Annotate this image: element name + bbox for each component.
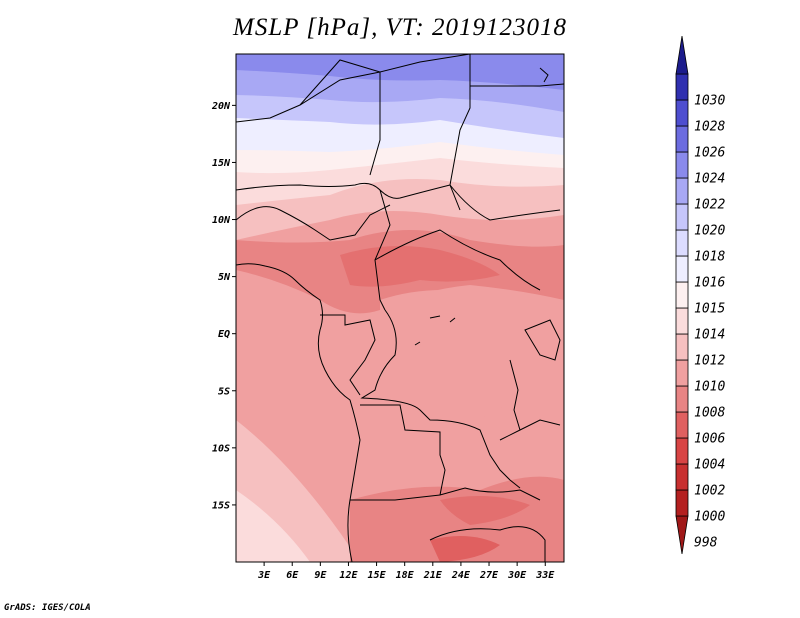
border-gabon-congo (320, 314, 376, 396)
lon-tick-label: 30E (507, 570, 527, 581)
colorbar-label: 1010 (694, 380, 725, 395)
colorbar-label: 1020 (694, 224, 725, 239)
colorbar-bin (675, 463, 689, 491)
field-south-1006 (430, 536, 500, 562)
lon-tick-label: 27E (479, 570, 499, 581)
lon-tick-label: 3E (257, 570, 271, 581)
colorbar-bin (675, 151, 689, 179)
longitude-axis: 3E 6E 9E 12E 15E 18E 21E 24E 27E 30E 33E (257, 562, 555, 581)
colorbar-bin (675, 35, 689, 75)
colorbar-bin (675, 281, 689, 309)
colorbar-label: 1014 (694, 328, 725, 343)
colorbar-bin (675, 489, 689, 517)
colorbar-bin (675, 307, 689, 335)
lat-tick-label: 15S (212, 500, 230, 511)
colorbar-bin (675, 437, 689, 465)
lat-tick-label: 10N (212, 215, 231, 226)
border-lakes (509, 359, 521, 431)
colorbar-bin (675, 99, 689, 127)
lat-tick-label: 5S (218, 386, 230, 397)
colorbar-label: 1028 (694, 120, 725, 135)
colorbar-label: 1000 (694, 510, 725, 525)
country-borders (236, 54, 564, 562)
field-south-1006b (440, 496, 530, 525)
field-sw-1014 (236, 490, 310, 562)
border-north-3 (449, 54, 471, 211)
colorbar-label: 1002 (694, 484, 725, 499)
colorbar-bin (675, 177, 689, 205)
colorbar-bin (675, 411, 689, 439)
lat-tick-label: 15N (212, 158, 231, 169)
nile-delta (539, 67, 549, 83)
colorbar-label: 1030 (694, 94, 725, 109)
colorbar-label: 1016 (694, 276, 725, 291)
colorbar-bin (675, 333, 689, 361)
colorbar-label: 1006 (694, 432, 725, 447)
lat-tick-label: 20N (211, 101, 231, 112)
lon-tick-label: 21E (423, 570, 443, 581)
colorbar-bin (675, 359, 689, 387)
border-north-1 (236, 54, 471, 123)
lon-tick-label: 9E (314, 570, 327, 581)
border-north-2 (299, 59, 381, 176)
lon-tick-label: 6E (286, 570, 299, 581)
lon-tick-label: 18E (396, 570, 415, 581)
colorbar-bin (675, 203, 689, 231)
lon-tick-label: 24E (451, 570, 471, 581)
lat-tick-label: 10S (212, 443, 230, 454)
rivers (414, 315, 456, 346)
map-frame (235, 53, 565, 563)
colorbar-bin (675, 73, 689, 101)
field-central-1006 (340, 246, 500, 287)
chart-title: MSLP [hPa], VT: 2019123018 (233, 14, 567, 41)
latitude-axis: 20N 15N 10N 5N EQ 5S 10S 15S (211, 101, 236, 511)
colorbar-bin (675, 515, 689, 555)
colorbar-label: 1004 (694, 458, 725, 473)
border-angola (360, 404, 446, 496)
colorbar-label: 998 (694, 536, 718, 551)
border-north-4 (470, 83, 564, 87)
colorbar: 998 1000 1002 1004 1006 1008 1010 1012 1014 1015 1… (675, 35, 725, 555)
colorbar-label: 1026 (694, 146, 725, 161)
lat-tick-label: EQ (218, 329, 230, 340)
colorbar-label: 1024 (694, 172, 725, 187)
footer-credit: GrADS: IGES/COLA (4, 603, 91, 613)
colorbar-bin (675, 385, 689, 413)
lake-victoria (524, 319, 561, 361)
border-west-africa (236, 204, 391, 241)
lon-tick-label: 33E (535, 570, 555, 581)
field-south-1008 (350, 476, 564, 562)
border-namibia-zambia (350, 487, 541, 501)
pressure-field (236, 54, 564, 562)
colorbar-bin (675, 125, 689, 153)
border-botswana-zim (429, 526, 546, 562)
lon-tick-label: 15E (368, 570, 387, 581)
colorbar-bin (675, 255, 689, 283)
field-n-1022 (236, 54, 564, 90)
border-car-sudan (374, 229, 541, 291)
colorbar-bin (675, 229, 689, 257)
border-drc (360, 309, 521, 489)
colorbar-label: 1018 (694, 250, 725, 265)
lon-tick-label: 12E (339, 570, 358, 581)
border-sudan-ethiopia (449, 184, 561, 221)
border-sahel (236, 182, 451, 199)
colorbar-label: 1008 (694, 406, 725, 421)
colorbar-label: 1015 (694, 302, 725, 317)
border-tanzania (499, 419, 561, 441)
colorbar-label: 1012 (694, 354, 725, 369)
coastline-west (236, 263, 361, 562)
field-congo-1010 (380, 290, 533, 425)
colorbar-label: 1022 (694, 198, 725, 213)
lat-tick-label: 5N (218, 272, 231, 283)
